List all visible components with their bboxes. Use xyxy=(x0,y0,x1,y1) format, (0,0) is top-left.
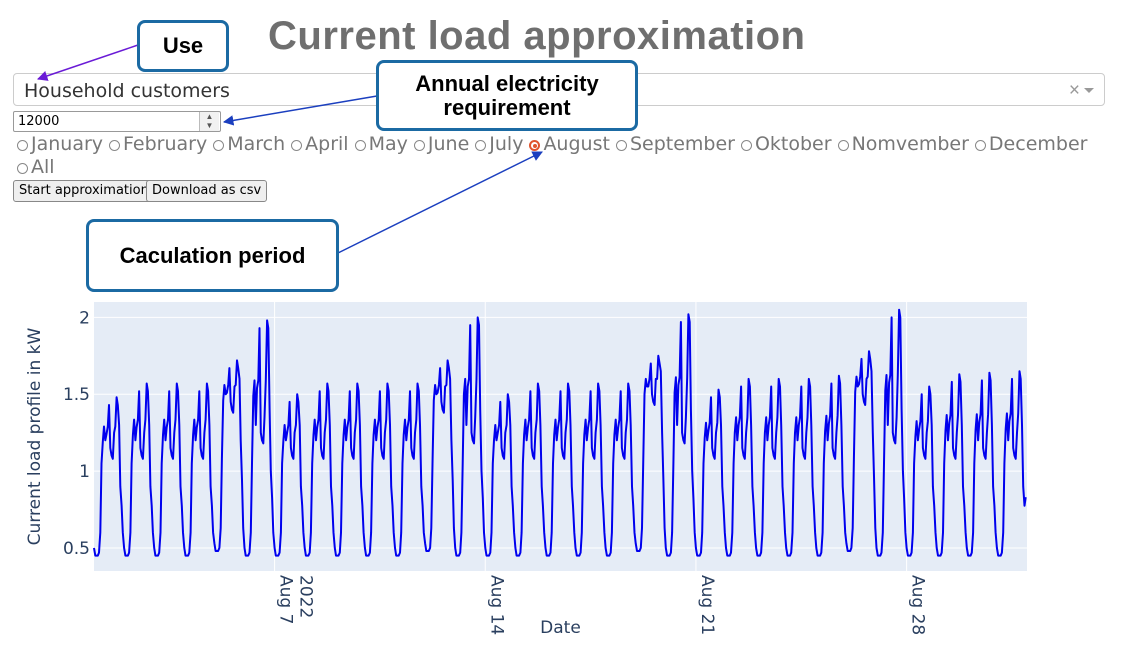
y-tick-label: 2 xyxy=(79,308,90,328)
radio-label: April xyxy=(305,133,349,155)
download-csv-button[interactable]: Download as csv xyxy=(146,180,268,202)
radio-august[interactable]: August xyxy=(529,133,610,156)
radio-label: May xyxy=(368,133,408,155)
radio-circle-icon[interactable] xyxy=(213,140,225,151)
load-series-line xyxy=(93,308,1027,557)
x-tick-label: Aug 14 xyxy=(486,575,506,635)
radio-circle-icon[interactable] xyxy=(413,140,425,151)
radio-circle-icon[interactable] xyxy=(354,140,366,151)
radio-april[interactable]: April xyxy=(291,133,349,156)
annual-requirement-input[interactable] xyxy=(13,111,221,132)
radio-may[interactable]: May xyxy=(354,133,408,156)
radio-circle-icon[interactable] xyxy=(615,140,627,151)
period-arrow xyxy=(337,151,543,254)
x-tick-label: Aug 21 xyxy=(697,575,717,635)
x-axis-title: Date xyxy=(540,618,581,638)
radio-label: September xyxy=(629,133,735,155)
radio-january[interactable]: January xyxy=(17,133,103,156)
chevron-down-icon[interactable] xyxy=(1084,88,1094,93)
radio-march[interactable]: March xyxy=(213,133,285,156)
radio-oktober[interactable]: Oktober xyxy=(740,133,832,156)
annual-arrow xyxy=(222,95,378,126)
radio-label: December xyxy=(988,133,1088,155)
radio-nomvember[interactable]: Nomvember xyxy=(837,133,969,156)
radio-circle-icon[interactable] xyxy=(529,140,541,151)
page-title: Current load approximation xyxy=(268,14,806,58)
radio-circle-icon[interactable] xyxy=(837,140,849,151)
use-arrow xyxy=(37,44,139,81)
y-tick-label: 0.5 xyxy=(63,539,90,559)
radio-circle-icon[interactable] xyxy=(740,140,752,151)
radio-circle-icon[interactable] xyxy=(291,140,303,151)
radio-label: July xyxy=(489,133,524,155)
x-tick-label: Aug 28 xyxy=(908,575,928,635)
load-chart: 0.5 1 1.5 2 Aug 7 2022 Aug 14 Aug 21 Aug 28 Date C… xyxy=(25,302,1027,638)
radio-label: Oktober xyxy=(754,133,832,155)
use-select-value: Household customers xyxy=(24,80,230,102)
radio-june[interactable]: June xyxy=(413,133,470,156)
y-axis-title: Current load profile in kW xyxy=(25,327,45,545)
x-tick-text: Aug 14 xyxy=(486,575,506,635)
radio-december[interactable]: December xyxy=(974,133,1088,156)
radio-circle-icon[interactable] xyxy=(17,163,28,174)
radio-july[interactable]: July xyxy=(475,133,523,156)
month-radio-group: January February March April May June July Augu… xyxy=(17,133,1117,179)
radio-all[interactable]: All xyxy=(17,156,55,179)
radio-circle-icon[interactable] xyxy=(109,140,121,151)
x-tick-text: Aug 7 xyxy=(276,575,296,624)
plot-area xyxy=(94,302,1027,571)
callout-arrows xyxy=(37,44,543,254)
radio-circle-icon[interactable] xyxy=(974,140,986,151)
radio-february[interactable]: February xyxy=(109,133,207,156)
callout-annual: Annual electricity requirement xyxy=(376,60,638,131)
x-tick-text: 2022 xyxy=(296,575,316,618)
radio-label: Nomvember xyxy=(851,133,969,155)
radio-label: All xyxy=(31,156,55,178)
x-tick-text: Aug 28 xyxy=(908,575,928,635)
radio-label: January xyxy=(31,133,104,155)
number-stepper[interactable]: ▲ ▼ xyxy=(199,112,219,131)
clear-icon[interactable]: × xyxy=(1068,80,1080,101)
callout-use: Use xyxy=(137,20,229,72)
x-tick-label: Aug 7 2022 xyxy=(276,575,316,624)
radio-label: February xyxy=(123,133,208,155)
radio-circle-icon[interactable] xyxy=(475,140,487,151)
radio-label: March xyxy=(227,133,286,155)
radio-label: August xyxy=(543,133,610,155)
x-tick-text: Aug 21 xyxy=(697,575,717,635)
radio-september[interactable]: September xyxy=(615,133,735,156)
start-approximation-button[interactable]: Start approximation xyxy=(13,180,155,202)
y-tick-label: 1 xyxy=(79,462,90,482)
callout-period: Caculation period xyxy=(86,219,339,292)
radio-label: June xyxy=(427,133,470,155)
y-tick-label: 1.5 xyxy=(63,385,90,405)
radio-circle-icon[interactable] xyxy=(17,140,28,151)
